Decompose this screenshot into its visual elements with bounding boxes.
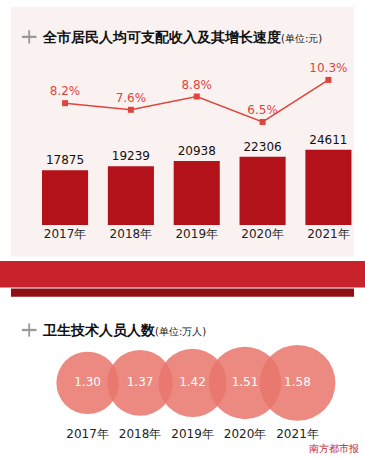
svg-text:1.30: 1.30 [74,375,101,389]
svg-text:1.51: 1.51 [232,375,259,389]
svg-text:2020年: 2020年 [224,427,267,441]
svg-text:2018年: 2018年 [110,227,153,241]
svg-text:20938: 20938 [178,144,216,158]
svg-text:2021年: 2021年 [307,227,350,241]
svg-text:10.3%: 10.3% [309,61,347,75]
svg-text:2021年: 2021年 [276,427,319,441]
svg-text:17875: 17875 [46,153,84,167]
svg-text:2019年: 2019年 [175,227,218,241]
svg-text:2017年: 2017年 [44,227,87,241]
svg-text:南方都市报: 南方都市报 [309,443,359,454]
svg-text:8.2%: 8.2% [50,84,80,98]
svg-text:24611: 24611 [309,133,347,147]
svg-text:7.6%: 7.6% [116,91,147,105]
svg-text:2019年: 2019年 [171,427,214,441]
svg-text:卫生技术人员人数(单位:万人): 卫生技术人员人数(单位:万人) [42,322,206,338]
svg-text:6.5%: 6.5% [247,103,278,117]
svg-text:22306: 22306 [243,140,281,154]
svg-text:2018年: 2018年 [119,427,162,441]
svg-text:全市居民人均可支配收入及其增长速度(单位:元): 全市居民人均可支配收入及其增长速度(单位:元) [42,29,322,45]
svg-text:1.42: 1.42 [179,375,206,389]
svg-text:8.8%: 8.8% [181,78,212,92]
svg-text:19239: 19239 [112,149,150,163]
svg-text:1.58: 1.58 [284,375,311,389]
svg-text:2020年: 2020年 [241,227,284,241]
svg-text:2017年: 2017年 [66,427,109,441]
svg-text:1.37: 1.37 [127,375,154,389]
